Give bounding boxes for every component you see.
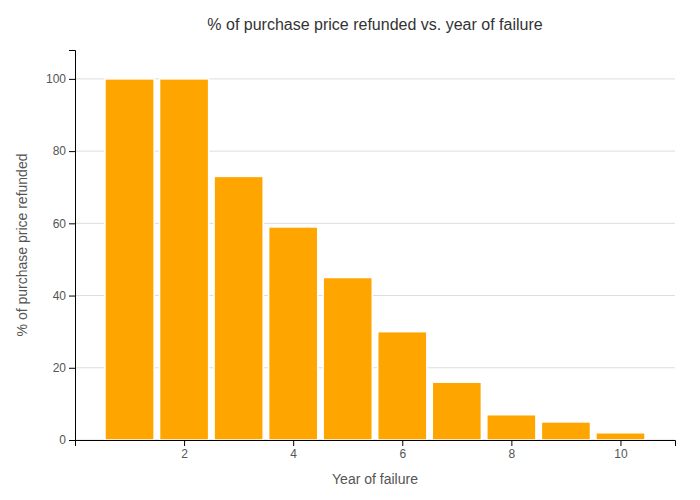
y-axis: 0 20 40 60 80 100 [46, 51, 76, 448]
grid [75, 79, 675, 440]
x-axis-tick-label: 6 [399, 447, 406, 461]
bar [432, 382, 481, 440]
x-axis-tick: 10 [614, 440, 628, 461]
x-axis-label: Year of failure [332, 471, 418, 487]
y-axis-tick-label: 40 [53, 289, 67, 303]
y-axis-tick-mark [69, 79, 75, 80]
y-axis-label: % of purchase price refunded [14, 154, 30, 337]
x-axis-tick-label: 2 [181, 447, 188, 461]
y-axis-tick-mark [69, 223, 75, 224]
chart-container: 246810020406080100% of purchase price re… [0, 0, 700, 500]
bar [487, 415, 536, 440]
bar [596, 433, 645, 440]
y-axis-tick-label: 0 [59, 433, 66, 447]
bar [541, 422, 590, 440]
x-axis-tick: 2 [181, 440, 188, 461]
x-axis-tick: 8 [509, 440, 516, 461]
y-axis-tick: 80 [53, 144, 75, 158]
y-axis-tick-mark [69, 151, 75, 152]
y-axis-line [69, 51, 76, 441]
bar [323, 278, 372, 441]
y-axis-tick: 40 [53, 289, 75, 303]
x-axis-tick-mark [293, 440, 294, 446]
x-axis-tick: 6 [399, 440, 406, 461]
x-axis-tick-label: 10 [614, 447, 628, 461]
x-axis-tick-mark [184, 440, 185, 446]
y-axis-tick-label: 100 [46, 72, 66, 86]
bar [214, 176, 263, 440]
chart-svg: 246810020406080100% of purchase price re… [0, 0, 700, 500]
x-axis-tick-label: 8 [509, 447, 516, 461]
title: % of purchase price refunded vs. year of… [207, 16, 542, 33]
x-axis-line [76, 441, 676, 447]
x-axis-tick: 4 [290, 440, 297, 461]
bar [269, 227, 318, 440]
bar [105, 79, 154, 440]
y-axis-tick-label: 80 [53, 144, 67, 158]
bars [105, 79, 645, 440]
x-axis-tick-label: 4 [290, 447, 297, 461]
x-axis-tick-mark [402, 440, 403, 446]
y-axis-tick: 0 [59, 433, 75, 447]
x-axis: 2 4 6 8 10 [76, 440, 676, 461]
bar [378, 332, 427, 440]
y-axis-tick-label: 20 [53, 361, 67, 375]
y-axis-tick-label: 60 [53, 217, 67, 231]
y-axis-tick-mark [69, 440, 75, 441]
y-axis-tick: 20 [53, 361, 75, 375]
bar [160, 79, 209, 440]
x-axis-tick-mark [620, 440, 621, 446]
y-axis-tick: 100 [46, 72, 75, 86]
y-axis-tick: 60 [53, 217, 75, 231]
x-axis-tick-mark [511, 440, 512, 446]
y-axis-tick-mark [69, 368, 75, 369]
y-axis-tick-mark [69, 296, 75, 297]
